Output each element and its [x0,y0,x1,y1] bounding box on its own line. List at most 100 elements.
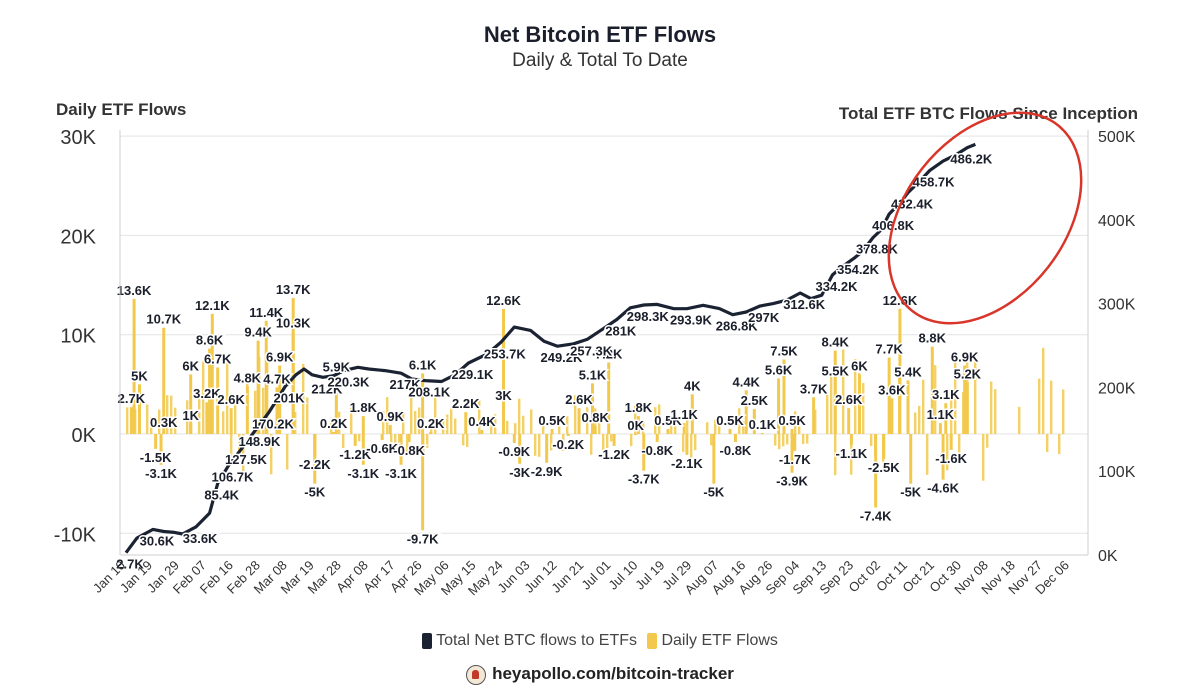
daily-bar [728,429,732,434]
daily-bar [421,373,425,434]
daily-bar [208,348,212,434]
daily-bar [230,434,233,462]
daily-bar [830,375,833,434]
footer: heyapollo.com/bitcoin-tracker [0,664,1200,685]
daily-bar [938,423,942,434]
daily-flow-label: 10.3K [276,316,311,331]
daily-bar [946,434,949,471]
daily-bar [314,434,317,457]
daily-bar [418,407,421,434]
daily-bar [421,434,425,531]
daily-bar [159,434,163,465]
daily-bar [361,434,365,465]
daily-bar [446,414,449,434]
daily-bar [542,421,545,434]
daily-bar [634,405,637,434]
daily-flow-label: 2.6K [835,392,863,407]
daily-bar [733,434,737,442]
daily-flow-label: 1.1K [670,407,698,422]
daily-bar [777,378,781,434]
x-tick-label: Jul 10 [605,558,640,593]
daily-bar [550,429,554,434]
daily-flow-label: 3.2K [193,386,221,401]
daily-bar [682,434,685,452]
daily-bar [454,418,457,434]
daily-flow-label: 5.1K [579,367,607,382]
daily-bar [410,394,413,434]
daily-bar [150,417,153,434]
total-flow-label: 298.3K [627,309,670,324]
daily-flow-label: 3.6K [878,382,906,397]
daily-flow-label: -3.9K [776,474,808,489]
footer-link[interactable]: heyapollo.com/bitcoin-tracker [492,664,734,683]
total-flow-label: 170.2K [252,416,295,431]
daily-bar [926,434,929,475]
daily-flow-label: 12.6K [486,293,521,308]
daily-flow-label: 0.3K [150,415,178,430]
total-flow-label: 378.8K [856,242,899,257]
daily-bar [774,434,777,446]
daily-bar [386,397,389,434]
right-tick-label: 0K [1098,548,1118,565]
total-flow-label: 148.9K [238,434,281,449]
daily-flow-label: 0.5K [778,413,806,428]
daily-bar [210,368,213,434]
daily-bar [398,434,401,449]
right-tick-label: 100K [1098,464,1136,481]
daily-flow-label: -5K [703,485,725,500]
total-flow-label: 217K [390,377,422,392]
daily-bar [786,434,789,445]
daily-flow-label: -0.8K [720,443,752,458]
daily-bar [958,434,961,459]
daily-bar [793,434,797,451]
daily-bar [874,434,877,456]
total-flow-label: 286.8K [716,319,759,334]
daily-flow-label: 1.1K [927,407,955,422]
daily-bar [918,405,921,434]
daily-flow-label: 6.9K [951,349,979,364]
daily-flow-label: -4.6K [927,481,959,496]
daily-flow-label: 1K [182,408,199,423]
total-flow-label: 249.2K [540,350,583,365]
daily-bar [286,434,289,470]
daily-flow-label: 0.5K [538,413,566,428]
daily-bar [518,434,522,464]
daily-bar [642,434,646,471]
daily-bar [782,434,785,447]
daily-flow-label: -1.7K [779,452,811,467]
daily-flow-label: 8.4K [821,335,849,350]
daily-bar [682,423,686,434]
daily-bar [399,434,403,465]
total-flow-label: 312.6K [783,297,826,312]
total-flow-label: 281K [605,324,637,339]
daily-flow-label: 7.5K [770,344,798,359]
total-flow-label: 201K [274,391,306,406]
daily-bar [550,434,553,451]
daily-bar [154,434,158,449]
daily-flow-label: 2.5K [741,393,769,408]
daily-flow-label: -5K [900,485,922,500]
daily-bar [514,423,517,434]
daily-bar [502,308,506,434]
daily-bar [941,434,945,480]
daily-flow-label: 0.8K [581,410,609,425]
daily-bar [690,434,693,458]
daily-bar [246,381,249,434]
daily-bar [198,393,201,434]
daily-bar [518,398,521,434]
daily-bar [778,434,781,450]
daily-bar [464,412,468,434]
daily-bar [962,392,965,434]
total-flows-line [124,142,976,554]
daily-bar [1018,406,1021,434]
daily-flow-label: -0.8K [393,443,425,458]
daily-flow-label: -9.7K [407,531,439,546]
daily-bar [278,365,282,434]
daily-bar [607,362,611,434]
daily-bar [162,327,166,434]
daily-bar [158,409,161,434]
daily-bar [270,434,273,475]
daily-bar [685,434,689,455]
daily-bar [1050,380,1053,434]
daily-flow-label: 2.2K [452,396,480,411]
